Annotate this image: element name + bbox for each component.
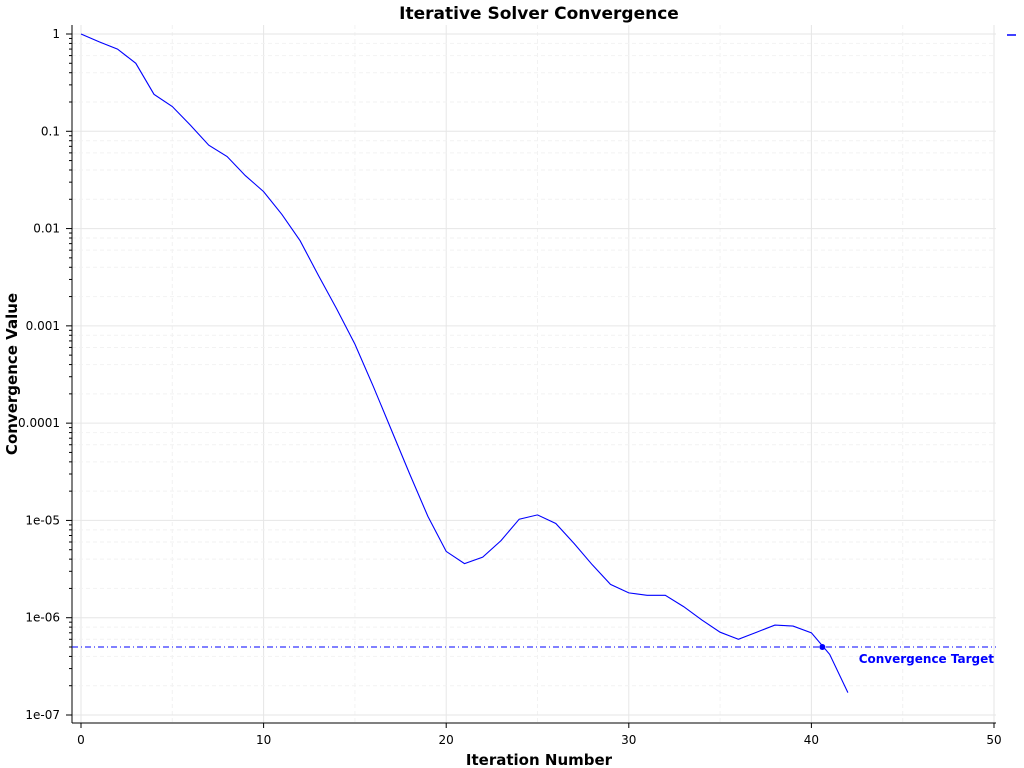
y-tick-label: 1 — [52, 27, 60, 41]
x-tick-label: 50 — [986, 733, 1001, 747]
y-tick-label: 0.01 — [33, 222, 60, 236]
x-tick-label: 20 — [439, 733, 454, 747]
y-tick-label: 1e-06 — [25, 611, 60, 625]
y-tick-label: 1e-07 — [25, 708, 60, 722]
y-axis-title: Convergence Value — [3, 293, 21, 455]
target-marker — [819, 644, 826, 651]
convergence-target: Convergence Target — [72, 644, 996, 666]
x-tick-label: 0 — [77, 733, 85, 747]
chart-title: Iterative Solver Convergence — [399, 4, 679, 24]
x-axis-title: Iteration Number — [466, 751, 613, 768]
axes — [66, 25, 996, 728]
x-tick-label: 10 — [256, 733, 271, 747]
x-tick-label: 30 — [621, 733, 636, 747]
series-line — [80, 33, 849, 693]
grid-lines — [72, 25, 996, 723]
y-tick-label: 0.1 — [41, 124, 60, 138]
data-series — [80, 33, 849, 693]
y-tick-label: 0.001 — [26, 319, 60, 333]
target-label: Convergence Target — [859, 652, 995, 666]
x-tick-label: 40 — [804, 733, 819, 747]
y-tick-label: 0.0001 — [18, 416, 60, 430]
y-tick-label: 1e-05 — [25, 513, 60, 527]
